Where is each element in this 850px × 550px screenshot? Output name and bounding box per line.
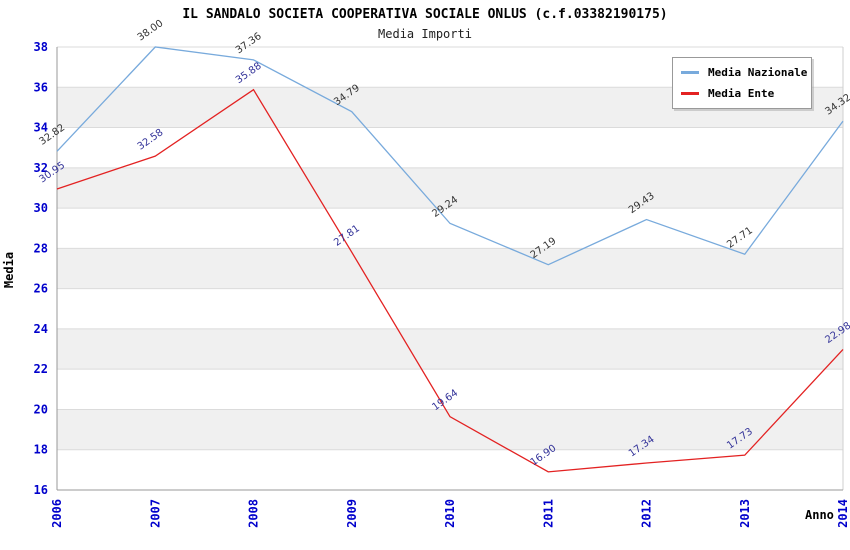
svg-text:2012: 2012 bbox=[640, 499, 654, 528]
svg-text:38.00: 38.00 bbox=[136, 18, 166, 43]
svg-text:22: 22 bbox=[34, 362, 48, 376]
svg-text:18: 18 bbox=[34, 443, 48, 457]
svg-text:2007: 2007 bbox=[148, 499, 162, 528]
svg-text:2013: 2013 bbox=[738, 499, 752, 528]
legend-item-media-nazionale: Media Nazionale bbox=[673, 62, 811, 83]
svg-text:37.36: 37.36 bbox=[234, 31, 264, 56]
svg-text:2014: 2014 bbox=[836, 499, 850, 528]
svg-text:20: 20 bbox=[34, 402, 48, 416]
svg-text:38: 38 bbox=[34, 40, 48, 54]
svg-text:2008: 2008 bbox=[247, 499, 261, 528]
chart-subtitle: Media Importi bbox=[378, 27, 472, 41]
svg-text:34: 34 bbox=[34, 121, 48, 135]
svg-text:2011: 2011 bbox=[541, 499, 555, 528]
x-tick-labels: 2006 2007 2008 2009 2010 2011 2012 2013 2014 bbox=[50, 499, 850, 528]
y-axis-label: Media bbox=[2, 251, 17, 289]
svg-text:16: 16 bbox=[34, 483, 48, 497]
y-tick-labels: 38 36 34 32 30 28 26 24 22 20 18 16 bbox=[34, 40, 48, 497]
series-line-media-nazionale bbox=[56, 46, 844, 266]
svg-text:32.58: 32.58 bbox=[136, 127, 166, 152]
svg-text:26: 26 bbox=[34, 282, 48, 296]
legend-item-media-ente: Media Ente bbox=[673, 83, 811, 104]
svg-text:2009: 2009 bbox=[345, 499, 359, 528]
svg-text:32: 32 bbox=[34, 161, 48, 175]
x-axis-label: Anno bbox=[805, 508, 834, 522]
svg-text:2010: 2010 bbox=[443, 499, 457, 528]
chart-title: IL SANDALO SOCIETA COOPERATIVA SOCIALE O… bbox=[182, 7, 668, 22]
svg-text:2006: 2006 bbox=[50, 499, 64, 528]
series-line-media-ente bbox=[56, 88, 844, 473]
svg-text:35.88: 35.88 bbox=[234, 61, 264, 86]
svg-text:24: 24 bbox=[34, 322, 48, 336]
legend-label-ente: Media Ente bbox=[708, 87, 775, 100]
legend-label-nazionale: Media Nazionale bbox=[708, 66, 808, 79]
legend: Media Nazionale Media Ente bbox=[672, 57, 812, 109]
legend-line-swatch-nazionale bbox=[681, 71, 699, 74]
svg-text:30: 30 bbox=[34, 201, 48, 215]
svg-text:28: 28 bbox=[34, 241, 48, 255]
svg-text:36: 36 bbox=[34, 80, 48, 94]
legend-line-swatch-ente bbox=[681, 92, 699, 95]
